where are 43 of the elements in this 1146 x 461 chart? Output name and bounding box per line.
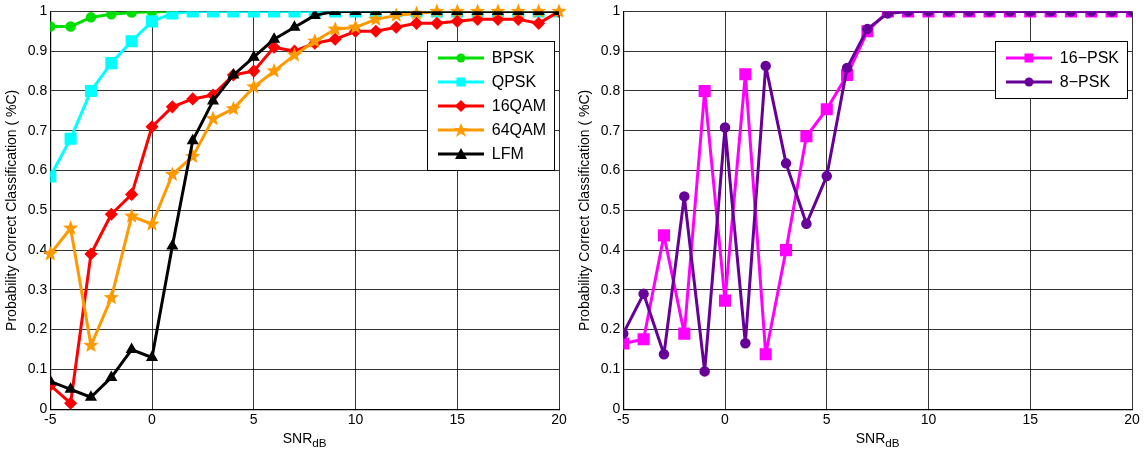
y-tick-label: 0 <box>39 400 48 417</box>
legend-label: BPSK <box>491 48 535 69</box>
x-tick-label: 5 <box>249 411 258 428</box>
y-tick-label: 0.9 <box>600 42 621 59</box>
y-tick-label: 0.4 <box>600 240 621 257</box>
y-tick-label: 0.3 <box>27 280 48 297</box>
x-tick-label: 0 <box>148 411 157 428</box>
y-tick-label: 0 <box>612 400 621 417</box>
x-axis-title: SNR$_{dB}$ <box>281 430 328 449</box>
legend-label: 16QAM <box>491 96 546 117</box>
legend-label: QPSK <box>491 72 537 93</box>
x-tick-label: 20 <box>551 411 567 428</box>
x-tick-label: 20 <box>1124 411 1140 428</box>
x-tick-label: 10 <box>920 411 937 428</box>
legend-label: 8−PSK <box>1059 72 1111 93</box>
y-tick-label: 0.2 <box>27 320 48 337</box>
legend-label: LFM <box>491 144 524 165</box>
legend-label: 64QAM <box>491 120 546 141</box>
y-tick-label: 0.8 <box>27 81 48 98</box>
x-tick-label: 15 <box>1022 411 1039 428</box>
y-tick-label: 0.8 <box>600 81 621 98</box>
y-tick-label: 0.7 <box>27 121 48 138</box>
y-tick-label: 0.1 <box>27 360 48 377</box>
y-tick-label: 0.7 <box>600 121 621 138</box>
y-axis-title: Probability Correct Classification ( %C) <box>576 89 593 331</box>
x-tick-label: 15 <box>449 411 466 428</box>
y-tick-label: 0.9 <box>27 42 48 59</box>
x-tick-label: 5 <box>822 411 831 428</box>
y-axis-title: Probability Correct Classification ( %C) <box>3 89 20 331</box>
y-tick-label: 0.6 <box>27 161 48 178</box>
x-axis-title: SNR$_{dB}$ <box>854 430 901 449</box>
x-tick-label: 10 <box>347 411 364 428</box>
y-tick-label: 0.5 <box>27 201 48 218</box>
y-tick-label: 0.6 <box>600 161 621 178</box>
legend-label: 16−PSK <box>1059 48 1119 69</box>
y-tick-label: 0.2 <box>600 320 621 337</box>
y-tick-label: 0.5 <box>600 201 621 218</box>
y-tick-label: 0.1 <box>600 360 621 377</box>
y-tick-label: 0.3 <box>600 280 621 297</box>
y-tick-label: 0.4 <box>27 240 48 257</box>
y-tick-label: 1 <box>39 2 48 19</box>
y-tick-label: 1 <box>612 2 621 19</box>
x-tick-label: 0 <box>721 411 730 428</box>
